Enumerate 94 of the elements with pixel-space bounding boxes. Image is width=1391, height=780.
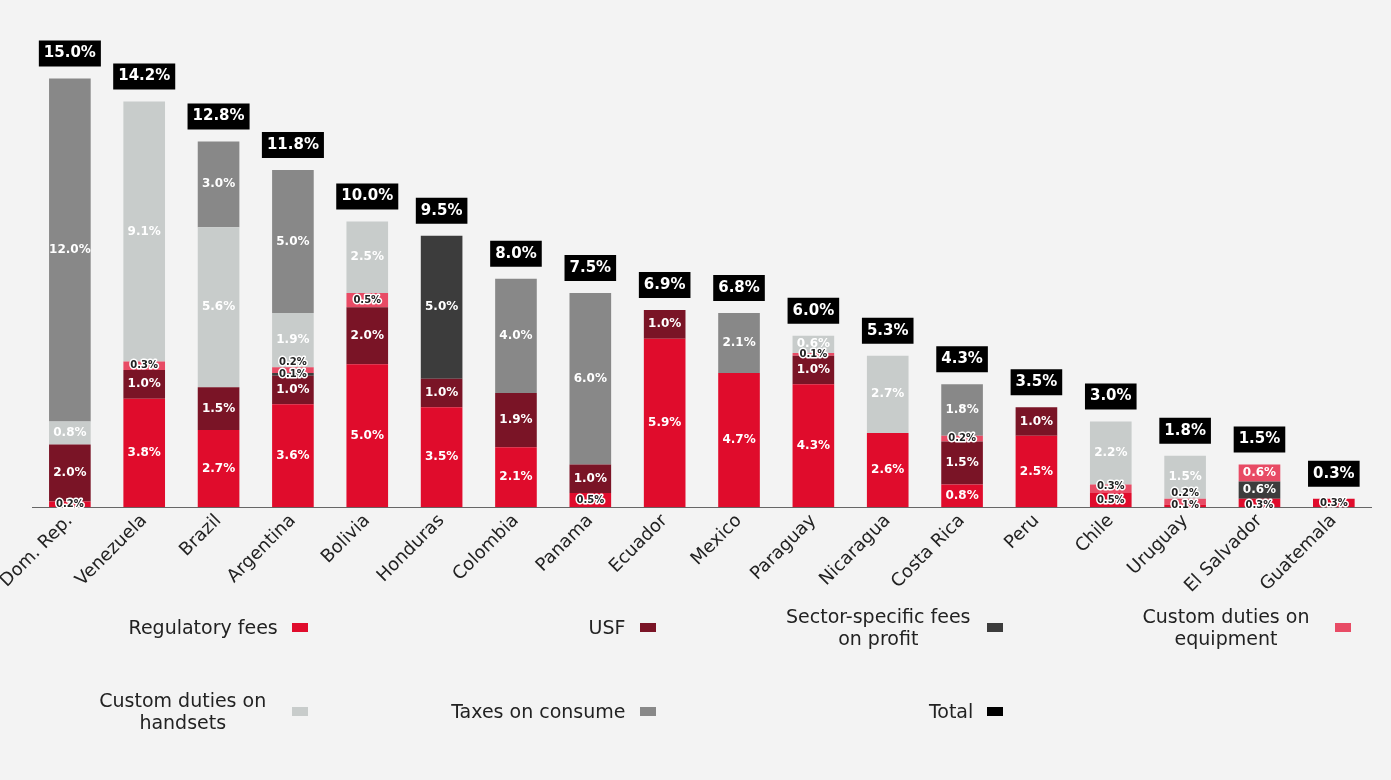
bar bbox=[569, 292, 612, 465]
total-label: 3.5% bbox=[1015, 372, 1058, 391]
bar bbox=[643, 338, 686, 508]
total-label: 9.5% bbox=[420, 200, 463, 219]
total-label: 1.5% bbox=[1238, 429, 1281, 448]
total-label: 12.8% bbox=[192, 106, 245, 125]
data-label: 0.8% bbox=[945, 487, 979, 502]
total-label: 10.0% bbox=[341, 186, 394, 205]
data-label: 1.0% bbox=[127, 376, 161, 391]
data-label: 0.2% bbox=[1171, 487, 1199, 499]
data-label: 1.8% bbox=[945, 402, 979, 417]
data-label: 0.5% bbox=[353, 293, 382, 305]
legend-label: Taxes on consume bbox=[451, 700, 626, 722]
total-label: 15.0% bbox=[43, 43, 96, 62]
data-label: 12.0% bbox=[49, 242, 91, 257]
bar bbox=[346, 221, 389, 293]
data-label: 0.2% bbox=[55, 497, 84, 509]
bar bbox=[123, 398, 166, 508]
bar bbox=[272, 404, 314, 508]
total-label: 7.5% bbox=[569, 257, 612, 276]
data-label: 6.0% bbox=[573, 370, 607, 385]
bar bbox=[346, 307, 389, 365]
bar bbox=[197, 430, 240, 508]
data-label: 2.1% bbox=[722, 335, 756, 350]
bar bbox=[495, 392, 537, 448]
data-label: 1.5% bbox=[945, 455, 979, 470]
bar bbox=[49, 78, 91, 422]
bar bbox=[495, 278, 537, 393]
data-label: 1.0% bbox=[424, 385, 459, 400]
bar bbox=[197, 227, 240, 388]
data-label: 5.0% bbox=[350, 427, 384, 442]
legend-label: USF bbox=[588, 616, 626, 638]
data-label: 0.5% bbox=[1096, 493, 1125, 505]
total-label: 4.3% bbox=[941, 349, 983, 368]
data-label: 5.0% bbox=[424, 299, 459, 314]
total-label: 5.3% bbox=[866, 320, 909, 339]
data-label: 3.5% bbox=[424, 449, 459, 464]
total-label: 11.8% bbox=[266, 134, 319, 153]
data-label: 4.7% bbox=[722, 432, 756, 447]
total-label: 6.9% bbox=[643, 274, 686, 293]
data-label: 1.0% bbox=[796, 362, 831, 377]
data-label: 0.2% bbox=[279, 355, 307, 367]
legend-label: Custom duties on equipment bbox=[1141, 605, 1311, 649]
data-label: 5.0% bbox=[276, 233, 310, 248]
total-label: 6.0% bbox=[792, 300, 835, 319]
total-label: 6.8% bbox=[718, 277, 760, 296]
data-label: 0.5% bbox=[576, 493, 605, 505]
legend-label: Total bbox=[928, 700, 974, 722]
data-label: 5.9% bbox=[648, 415, 682, 430]
bar bbox=[495, 447, 537, 508]
data-label: 3.8% bbox=[127, 445, 161, 460]
data-label: 1.0% bbox=[573, 470, 607, 485]
data-label: 1.9% bbox=[499, 412, 533, 427]
bar bbox=[866, 355, 909, 433]
total-label: 0.3% bbox=[1313, 463, 1355, 482]
bar bbox=[866, 432, 909, 508]
legend-label: Sector-specific fees on profit bbox=[785, 605, 972, 649]
data-label: 2.7% bbox=[201, 460, 236, 475]
data-label: 2.0% bbox=[350, 327, 384, 342]
bar bbox=[1015, 435, 1058, 508]
data-label: 3.0% bbox=[201, 176, 236, 191]
data-label: 4.0% bbox=[499, 327, 533, 342]
data-label: 0.2% bbox=[948, 432, 976, 444]
bar bbox=[792, 384, 835, 508]
data-label: 2.5% bbox=[1019, 463, 1054, 478]
data-label: 0.6% bbox=[1242, 465, 1277, 480]
data-label: 2.6% bbox=[871, 462, 905, 477]
bar bbox=[197, 141, 240, 228]
data-label: 0.6% bbox=[1242, 482, 1277, 497]
bar bbox=[718, 312, 760, 373]
bar bbox=[272, 170, 314, 313]
data-label: 2.1% bbox=[499, 469, 533, 484]
bar bbox=[123, 101, 166, 362]
bar bbox=[420, 235, 463, 379]
data-label: 1.0% bbox=[276, 382, 310, 397]
data-label: 0.3% bbox=[130, 359, 159, 371]
total-label: 14.2% bbox=[118, 66, 171, 85]
bar bbox=[718, 372, 760, 508]
total-label: 1.8% bbox=[1164, 420, 1206, 439]
data-label: 1.0% bbox=[648, 316, 682, 331]
data-label: 4.3% bbox=[796, 437, 831, 452]
data-label: 0.1% bbox=[799, 347, 828, 359]
data-label: 0.3% bbox=[1319, 496, 1348, 508]
data-label: 3.6% bbox=[276, 447, 310, 462]
data-label: 2.0% bbox=[53, 465, 87, 480]
bar bbox=[420, 407, 463, 508]
legend-label: Custom duties on handsets bbox=[98, 689, 268, 733]
data-label: 0.3% bbox=[1245, 498, 1274, 510]
data-label: 1.5% bbox=[201, 400, 236, 415]
data-label: 1.0% bbox=[1019, 413, 1054, 428]
total-label: 3.0% bbox=[1089, 386, 1132, 405]
total-label: 8.0% bbox=[495, 243, 537, 262]
legend-label: Regulatory fees bbox=[128, 616, 278, 638]
bar bbox=[346, 364, 389, 508]
